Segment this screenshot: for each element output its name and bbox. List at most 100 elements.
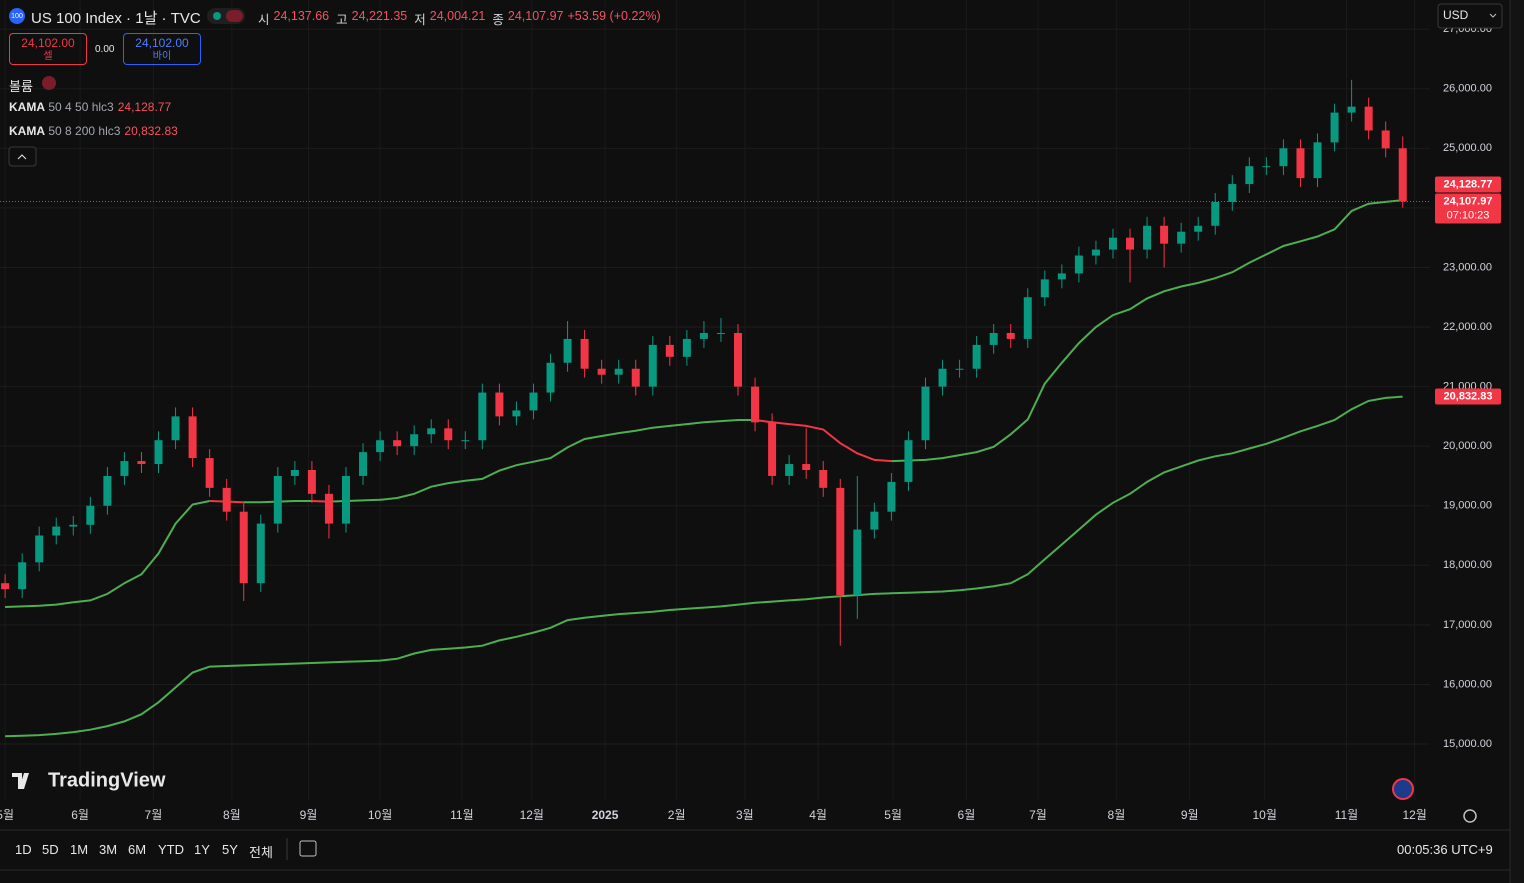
interval-button[interactable]: 5D [42,842,59,857]
candle-body [904,440,913,482]
candle-body [819,469,828,488]
price-tag [1435,193,1501,224]
candle-body [18,562,27,590]
candle-body [1347,106,1356,113]
x-tick-label: 11월 [1335,808,1359,822]
candle-body [1074,255,1083,274]
candle-body [205,458,214,488]
candle-body [341,475,350,524]
candle-body [648,344,657,387]
interval-button[interactable]: 전체 [249,845,273,860]
x-tick-label: 12월 [1402,808,1426,822]
candle-body [273,475,282,524]
candle-body [512,410,521,417]
interval-button[interactable]: 1D [15,842,32,857]
candle-body [1279,148,1288,167]
kama-line [5,500,210,608]
interval-button[interactable]: YTD [158,842,184,857]
interval-button[interactable]: 3M [99,842,118,857]
candle-body [120,461,129,476]
candle-body [1364,106,1373,131]
candle-body [52,526,61,536]
candle-body [1108,237,1117,250]
candle-body [546,362,555,393]
y-tick-label: 16,000.00 [1443,678,1492,690]
candle-body [1057,273,1066,280]
candle-body [785,464,794,476]
spread: 0.00 [95,44,115,55]
candle-body [171,416,180,441]
candle-body [154,440,163,465]
candle-body [86,505,95,525]
x-tick-label: 8월 [1108,808,1126,822]
currency-select[interactable] [1437,3,1503,29]
kama-line [754,419,892,463]
candle-body [887,481,896,512]
settings-icon[interactable] [1463,809,1477,823]
candle-body [699,332,708,339]
candle-body [427,428,436,435]
sell-price: 24,102.00 [21,36,75,50]
price-tag-label: 20,832.83 [1444,390,1493,402]
interval-button[interactable]: 5Y [222,842,238,857]
candle-body [137,461,146,465]
ind-value: 24,128.77 [117,100,172,114]
candle-body [972,344,981,369]
symbol-icon [9,8,25,24]
candle-body [1194,225,1203,232]
candle-body [1313,142,1322,179]
ohlc-key: 시 [258,13,270,27]
interval-button[interactable]: 1M [70,842,89,857]
collapse-button[interactable] [8,146,37,167]
price-tag-label: 24,107.97 [1444,195,1493,207]
sell-button[interactable]: 24,102.00 셀 [9,33,87,65]
candle-body [802,464,811,470]
candle-body [376,440,385,453]
ind-params: 50 8 200 hlc3 [48,124,121,138]
candle-body [69,524,78,527]
symbol-title: US 100 Index · 1날 · TVC [31,10,201,27]
candle-body [921,386,930,441]
candle-body [324,493,333,524]
ind-name: KAMA [9,100,45,114]
candle-body [1177,231,1186,244]
candle-body [614,368,623,375]
kama-line [5,395,1403,738]
x-tick-label: 2월 [668,808,686,822]
candle-body [256,523,265,584]
candle-body [1398,148,1407,202]
clock: 00:05:36 UTC+9 [1397,842,1493,857]
ohlc-value: 24,004.21 [429,9,486,23]
candle-body [461,440,470,442]
buy-button[interactable]: 24,102.00 바이 [123,33,201,65]
logo-mark [12,773,29,789]
x-tick-label: 5월 [884,808,902,822]
x-tick-label: 11월 [450,808,474,822]
flag-icon[interactable] [1392,778,1414,800]
ohlc-value: 24,137.66 [273,9,330,23]
candle-body [1211,201,1220,226]
candle-body [1040,279,1049,298]
candle-body [478,392,487,441]
candle-body [665,344,674,357]
kama-line [891,199,1403,463]
ind-name: KAMA [9,124,45,138]
candle-body [580,338,589,369]
candle-body [751,386,760,423]
calendar-icon[interactable] [299,840,317,857]
status-dot [213,12,221,20]
y-tick-label: 26,000.00 [1443,83,1492,95]
candle-body [1,583,10,590]
candle-body [393,440,402,447]
countdown: 07:10:23 [1447,209,1490,221]
candle-body [836,487,845,596]
collapse-chevron [17,154,27,160]
interval-button[interactable]: 6M [128,842,147,857]
x-tick-label: 10월 [1252,808,1276,822]
candle-body [103,475,112,506]
interval-button[interactable]: 1Y [194,842,210,857]
candle-body [1091,249,1100,256]
candle-body [1160,225,1169,244]
right-strip [1510,0,1524,883]
status-pill [226,10,243,22]
